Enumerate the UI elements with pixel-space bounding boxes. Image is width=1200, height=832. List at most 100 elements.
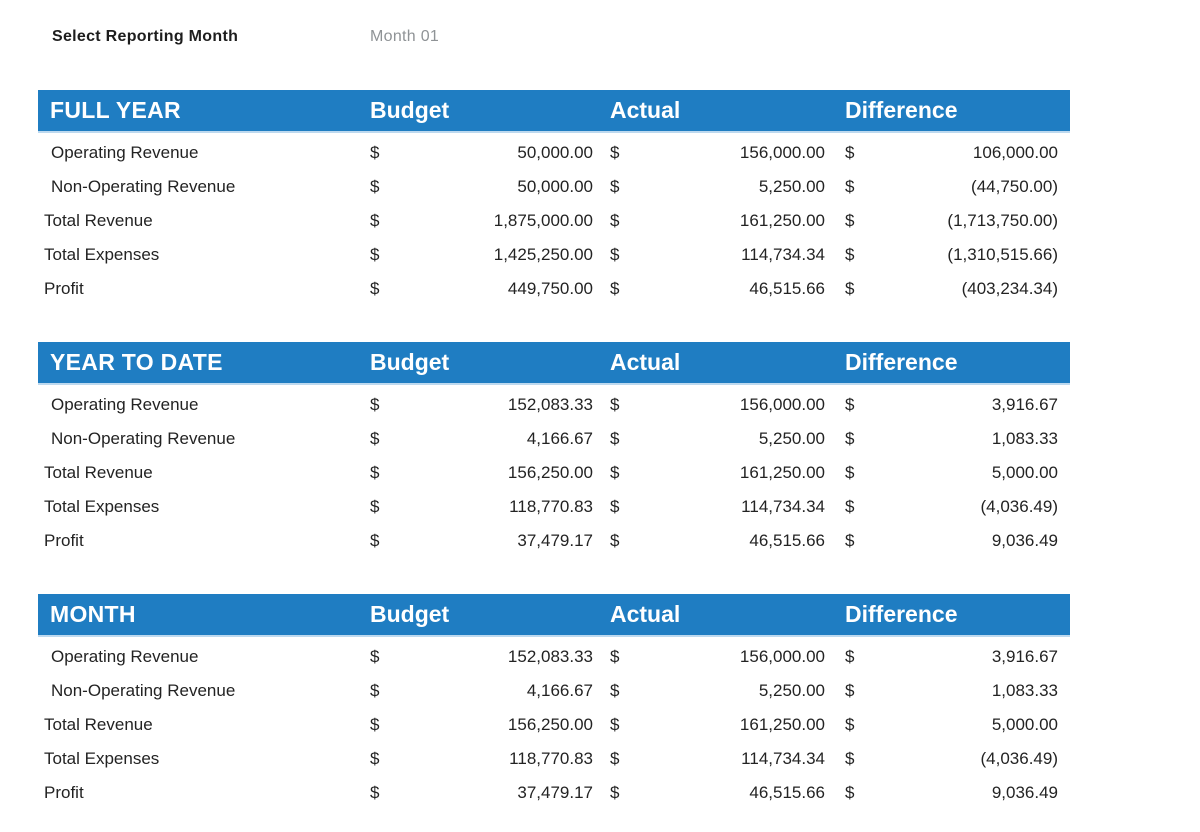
currency-symbol: $ [610, 647, 620, 666]
table-row: Total Revenue $156,250.00 $161,250.00 $5… [38, 456, 1070, 490]
budget-value: 156,250.00 [507, 463, 593, 482]
budget-value: 4,166.67 [526, 429, 593, 448]
table-row: Profit $37,479.17 $46,515.66 $9,036.49 [38, 776, 1070, 810]
budget-cell: $4,166.67 [370, 681, 593, 701]
budget-value: 156,250.00 [507, 715, 593, 734]
currency-symbol: $ [610, 715, 620, 734]
currency-symbol: $ [845, 245, 855, 264]
difference-value: (4,036.49) [980, 749, 1059, 768]
actual-value: 156,000.00 [739, 143, 825, 162]
difference-cell: $ (4,036.49) [845, 749, 1058, 769]
currency-symbol: $ [610, 177, 620, 196]
currency-symbol: $ [370, 211, 380, 230]
currency-symbol: $ [845, 647, 855, 666]
actual-value: 161,250.00 [739, 463, 825, 482]
currency-symbol: $ [370, 143, 380, 162]
budget-cell: $4,166.67 [370, 429, 593, 449]
difference-cell: $1,083.33 [845, 429, 1058, 449]
difference-value: (44,750.00) [971, 177, 1058, 196]
budget-cell: $449,750.00 [370, 279, 593, 299]
difference-value: (1,310,515.66) [947, 245, 1058, 264]
section-title: FULL YEAR [50, 97, 181, 123]
section-title: MONTH [50, 601, 136, 627]
currency-symbol: $ [845, 497, 855, 516]
budget-cell: $1,425,250.00 [370, 245, 593, 265]
table-row: Operating Revenue $152,083.33 $156,000.0… [38, 388, 1070, 422]
row-label: Total Expenses [44, 497, 160, 516]
actual-value: 5,250.00 [758, 429, 825, 448]
budget-cell: $37,479.17 [370, 783, 593, 803]
table-row: Non-Operating Revenue $50,000.00 $5,250.… [38, 170, 1070, 204]
actual-cell: $5,250.00 [610, 177, 825, 197]
section-rows: Operating Revenue $152,083.33 $156,000.0… [38, 385, 1070, 558]
row-label: Total Revenue [44, 463, 153, 482]
table-row: Operating Revenue $152,083.33 $156,000.0… [38, 640, 1070, 674]
actual-cell: $161,250.00 [610, 715, 825, 735]
column-header-budget: Budget [370, 97, 450, 123]
currency-symbol: $ [370, 429, 380, 448]
column-header-actual: Actual [610, 349, 681, 375]
actual-cell: $46,515.66 [610, 783, 825, 803]
difference-value: 1,083.33 [991, 429, 1058, 448]
actual-cell: $114,734.34 [610, 497, 825, 517]
currency-symbol: $ [610, 395, 620, 414]
difference-cell: $ (1,713,750.00) [845, 211, 1058, 231]
currency-symbol: $ [845, 531, 855, 550]
budget-cell: $156,250.00 [370, 463, 593, 483]
currency-symbol: $ [845, 395, 855, 414]
reporting-month-dropdown[interactable]: Month 01 [370, 28, 440, 45]
budget-cell: $118,770.83 [370, 497, 593, 517]
section-rows: Operating Revenue $152,083.33 $156,000.0… [38, 637, 1070, 810]
difference-cell: $9,036.49 [845, 783, 1058, 803]
budget-value: 449,750.00 [507, 279, 593, 298]
difference-cell: $ (403,234.34) [845, 279, 1058, 299]
difference-cell: $3,916.67 [845, 395, 1058, 415]
actual-value: 114,734.34 [741, 749, 825, 768]
actual-value: 156,000.00 [739, 395, 825, 414]
report-section-year-to-date: YEAR TO DATE Budget Actual Difference Op… [38, 342, 1070, 558]
currency-symbol: $ [610, 143, 620, 162]
table-row: Total Revenue $1,875,000.00 $161,250.00 … [38, 204, 1070, 238]
column-header-actual: Actual [610, 601, 681, 627]
budget-cell: $50,000.00 [370, 177, 593, 197]
budget-value: 1,425,250.00 [493, 245, 593, 264]
select-reporting-month-label: Select Reporting Month [52, 28, 239, 45]
difference-cell: $ (1,310,515.66) [845, 245, 1058, 265]
row-label: Non-Operating Revenue [51, 681, 236, 700]
currency-symbol: $ [845, 463, 855, 482]
difference-cell: $9,036.49 [845, 531, 1058, 551]
actual-value: 161,250.00 [739, 211, 825, 230]
currency-symbol: $ [845, 715, 855, 734]
actual-value: 46,515.66 [749, 279, 825, 298]
table-row: Total Expenses $118,770.83 $114,734.34 $… [38, 490, 1070, 524]
table-row: Total Expenses $118,770.83 $114,734.34 $… [38, 742, 1070, 776]
difference-value: 3,916.67 [991, 395, 1058, 414]
table-row: Total Revenue $156,250.00 $161,250.00 $5… [38, 708, 1070, 742]
actual-cell: $114,734.34 [610, 749, 825, 769]
column-header-budget: Budget [370, 601, 450, 627]
actual-cell: $161,250.00 [610, 211, 825, 231]
currency-symbol: $ [845, 429, 855, 448]
column-header-difference: Difference [845, 349, 958, 375]
row-label: Total Expenses [44, 749, 160, 768]
currency-symbol: $ [370, 749, 380, 768]
budget-value: 152,083.33 [507, 395, 593, 414]
row-label: Operating Revenue [51, 647, 199, 666]
currency-symbol: $ [610, 783, 620, 802]
budget-value: 50,000.00 [517, 143, 593, 162]
currency-symbol: $ [370, 715, 380, 734]
section-rows: Operating Revenue $50,000.00 $156,000.00… [38, 133, 1070, 306]
currency-symbol: $ [845, 681, 855, 700]
report-section-full-year: FULL YEAR Budget Actual Difference Opera… [38, 90, 1070, 306]
table-row: Total Expenses $1,425,250.00 $114,734.34… [38, 238, 1070, 272]
actual-cell: $156,000.00 [610, 143, 825, 163]
actual-cell: $5,250.00 [610, 681, 825, 701]
currency-symbol: $ [610, 681, 620, 700]
actual-value: 5,250.00 [758, 177, 825, 196]
actual-cell: $5,250.00 [610, 429, 825, 449]
currency-symbol: $ [845, 177, 855, 196]
currency-symbol: $ [845, 211, 855, 230]
column-header-budget: Budget [370, 349, 450, 375]
budget-cell: $118,770.83 [370, 749, 593, 769]
difference-value: 5,000.00 [991, 463, 1058, 482]
